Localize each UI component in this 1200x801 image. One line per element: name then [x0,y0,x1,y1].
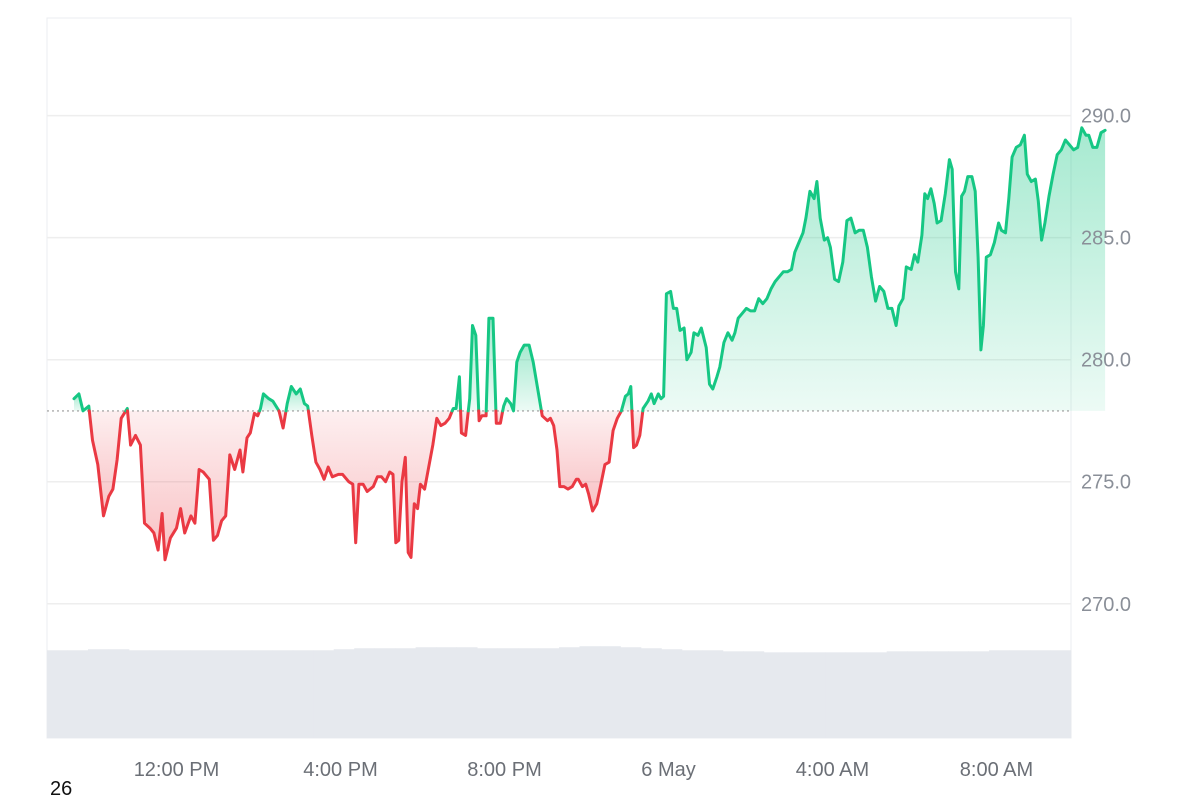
down-price-line-13 [494,409,505,425]
volume-bar [169,650,191,738]
volume-bar [272,650,294,738]
y-tick-label: 275.0 [1081,472,1131,494]
x-tick-label: 4:00 AM [796,759,869,781]
down-price-line-11 [477,409,488,423]
volume-bar [784,652,806,738]
down-price-line-1 [87,409,128,518]
up-price-line-10 [466,324,481,413]
volume-bar [702,650,724,738]
volume-bar [538,648,560,738]
volume-bar [722,651,744,738]
volume-bar [1009,650,1031,738]
up-area-0 [74,393,90,411]
up-price-line-8 [450,375,463,413]
volume-bar [210,650,232,738]
down-price-line-9 [459,409,470,437]
down-price-line-5 [277,409,288,430]
volume-bar [661,649,683,738]
y-axis-labels: 270.0 275.0 280.0 285.0 290.0 [1081,106,1131,616]
volume-bar [1030,650,1051,738]
volume-bar [67,650,89,738]
volume-bar [968,651,990,738]
down-price-line-15 [539,409,623,513]
volume-bar [763,652,785,738]
volume-bar [743,651,765,738]
volume-bar [825,652,847,738]
volume-bar [128,650,150,738]
up-area-18 [642,127,1106,411]
x-axis-labels: 12:00 PM 4:00 PM 8:00 PM 6 May 4:00 AM 8:00 A… [134,759,1034,781]
down-price-line-7 [306,409,454,559]
up-area-6 [286,386,309,411]
volume-bar [804,652,826,738]
up-price-line-0 [72,392,91,413]
x-tick-label: 8:00 AM [960,759,1033,781]
up-price-line-18 [641,126,1107,413]
volume-bar [948,651,969,738]
volume-bar [108,649,130,738]
volume-bars [47,646,1072,738]
down-price-line-17 [630,409,645,450]
volume-bar [354,648,376,738]
volume-bar [87,649,109,738]
x-tick-label: 8:00 PM [467,759,541,781]
volume-bar [313,650,335,738]
volume-bar [599,646,621,738]
down-area-7 [308,410,453,558]
volume-bar [415,647,437,738]
volume-bar [374,648,396,738]
y-tick-label: 290.0 [1081,106,1131,128]
up-area-8 [452,376,461,411]
volume-bar [456,647,478,738]
volume-bar [497,648,519,738]
price-areas [74,127,1106,560]
volume-bar [559,647,580,738]
y-tick-label: 280.0 [1081,350,1131,372]
volume-bar [886,651,908,738]
volume-bar [518,648,539,738]
volume-bar [579,646,601,738]
volume-bar [395,648,417,738]
up-price-line-16 [619,385,634,413]
volume-bar [640,648,662,738]
down-area-1 [89,410,126,516]
volume-bar [927,651,949,738]
volume-bar [190,650,212,738]
corner-label: 26 [50,778,73,800]
down-price-line-3 [126,409,262,562]
volume-bar [1050,650,1072,738]
volume-bar [231,650,253,738]
volume-bar [47,650,68,738]
up-area-4 [259,393,279,411]
x-tick-label: 4:00 PM [303,759,377,781]
volume-bar [292,650,314,738]
volume-bar [436,647,457,738]
volume-bar [989,650,1010,738]
volume-bar [149,650,171,738]
volume-bar [333,649,355,738]
volume-bar [866,652,888,738]
volume-bar [620,647,642,738]
volume-bar [907,651,929,738]
down-area-3 [127,410,260,560]
up-price-line-6 [284,385,310,413]
x-tick-label: 12:00 PM [134,759,220,781]
up-price-line-14 [501,343,543,413]
price-lines [72,126,1107,562]
volume-bar [251,650,273,738]
y-tick-label: 270.0 [1081,594,1131,616]
volume-bar [477,648,498,738]
up-price-line-12 [484,316,498,413]
x-tick-label: 6 May [641,759,695,781]
up-price-line-4 [258,392,281,413]
volume-bar [845,652,867,738]
volume-bar [681,650,703,738]
y-tick-label: 285.0 [1081,228,1131,250]
